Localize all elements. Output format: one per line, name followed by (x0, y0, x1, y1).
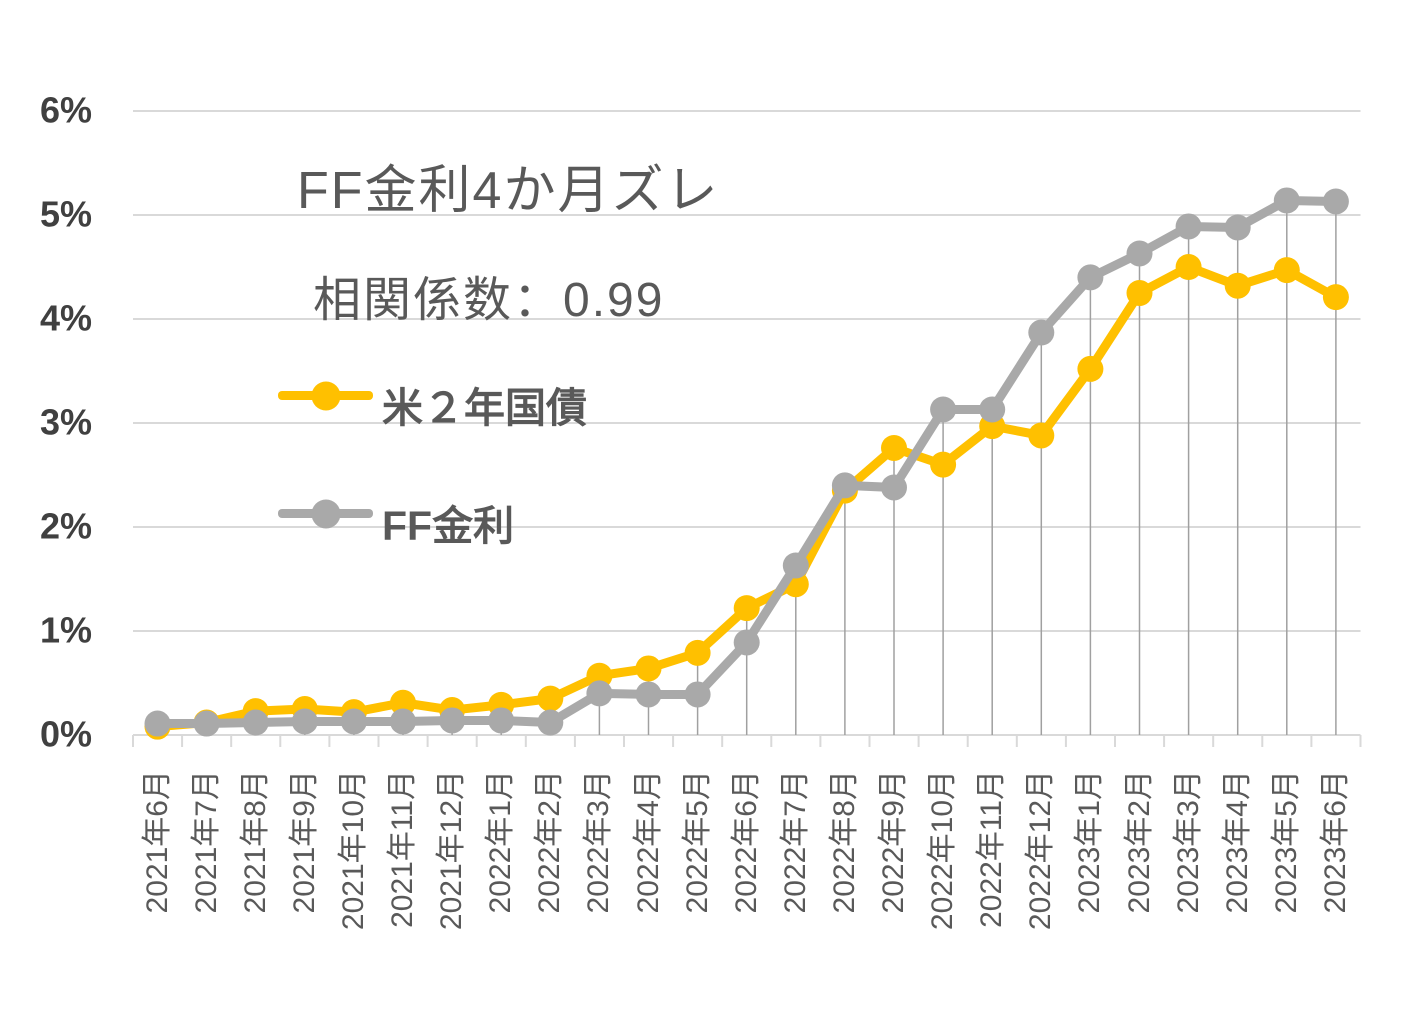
data-point-marker (537, 685, 564, 712)
legend-label-ff-rate: FF金利 (382, 503, 515, 549)
y-axis-label: 3% (39, 401, 92, 443)
data-point-marker (242, 709, 269, 736)
data-point-marker (881, 434, 907, 461)
data-point-marker (1077, 264, 1104, 291)
x-axis-label: 2023年6月 (1318, 770, 1352, 914)
x-axis-label: 2021年7月 (189, 770, 223, 914)
data-point-marker (537, 709, 564, 736)
x-axis-label: 2022年4月 (631, 770, 665, 914)
data-point-marker (1077, 355, 1104, 382)
x-axis-label: 2023年5月 (1269, 770, 1303, 914)
data-point-marker (635, 655, 662, 682)
x-axis-label: 2023年3月 (1171, 770, 1205, 914)
data-point-marker (390, 708, 416, 735)
data-point-marker (291, 708, 318, 735)
data-point-marker (684, 639, 711, 666)
x-axis-label: 2022年1月 (484, 770, 518, 914)
x-axis-label: 2023年1月 (1073, 770, 1107, 914)
data-point-marker (1175, 213, 1202, 240)
legend-line-marker-ff-rate-icon (278, 499, 373, 528)
x-axis-label: 2022年7月 (778, 770, 812, 914)
x-axis-label: 2022年8月 (827, 770, 861, 914)
y-axis-label: 2% (39, 505, 92, 547)
data-point-marker (144, 710, 171, 737)
data-point-marker (488, 707, 515, 734)
data-point-marker (1322, 188, 1349, 215)
chart-subtitle: 相関係数：0.99 (313, 274, 665, 327)
data-point-marker (881, 474, 907, 501)
data-point-marker (340, 708, 367, 735)
legend-line-marker-us-2yr-icon (278, 381, 373, 410)
x-axis-label: 2021年10月 (336, 770, 370, 931)
y-axis-label: 1% (39, 609, 92, 651)
x-axis-label: 2021年11月 (386, 770, 419, 928)
data-point-marker (930, 396, 957, 423)
data-point-marker (1273, 187, 1300, 214)
data-point-marker (1224, 272, 1251, 299)
data-point-marker (439, 707, 466, 734)
x-axis-label: 2023年4月 (1220, 770, 1254, 914)
data-point-marker (635, 681, 662, 708)
x-axis-label: 2022年10月 (926, 770, 960, 931)
data-point-marker (390, 689, 416, 716)
legend-label-us-2yr: 米２年国債 (382, 385, 587, 431)
x-axis-label: 2021年6月 (140, 770, 174, 914)
data-point-marker (1273, 257, 1300, 284)
x-axis-label: 2021年9月 (287, 770, 321, 914)
x-axis-label: 2022年5月 (680, 770, 714, 914)
data-point-marker (930, 451, 957, 478)
y-axis-label: 0% (39, 713, 92, 755)
data-point-marker (1028, 319, 1055, 346)
x-axis-label: 2022年3月 (582, 770, 616, 914)
y-axis-label: 5% (39, 193, 92, 235)
x-axis-label: 2022年9月 (877, 770, 910, 914)
data-point-marker (1175, 254, 1202, 280)
data-point-marker (1126, 240, 1153, 267)
data-point-marker (586, 680, 613, 707)
y-axis-label: 4% (39, 297, 92, 339)
data-point-marker (1322, 284, 1349, 311)
x-axis-label: 2022年6月 (729, 770, 763, 914)
data-point-marker (782, 552, 809, 579)
data-point-marker (1126, 280, 1153, 306)
data-point-marker (979, 396, 1006, 423)
data-point-marker (733, 595, 760, 622)
x-axis-label: 2022年11月 (975, 770, 1009, 928)
data-point-marker (193, 710, 220, 737)
x-axis-label: 2022年12月 (1024, 770, 1058, 931)
data-point-marker (733, 629, 760, 656)
chart-title: FF金利4か月ズレ (297, 162, 720, 220)
x-axis-label: 2021年8月 (238, 770, 272, 914)
y-axis-label: 6% (39, 89, 92, 131)
data-point-marker (1028, 422, 1055, 449)
x-axis-label: 2023年2月 (1122, 770, 1156, 914)
data-point-marker (1224, 214, 1251, 241)
x-axis-label: 2022年2月 (533, 770, 567, 914)
data-point-marker (684, 681, 711, 708)
x-axis-label: 2021年12月 (435, 770, 469, 931)
data-point-marker (831, 472, 858, 499)
